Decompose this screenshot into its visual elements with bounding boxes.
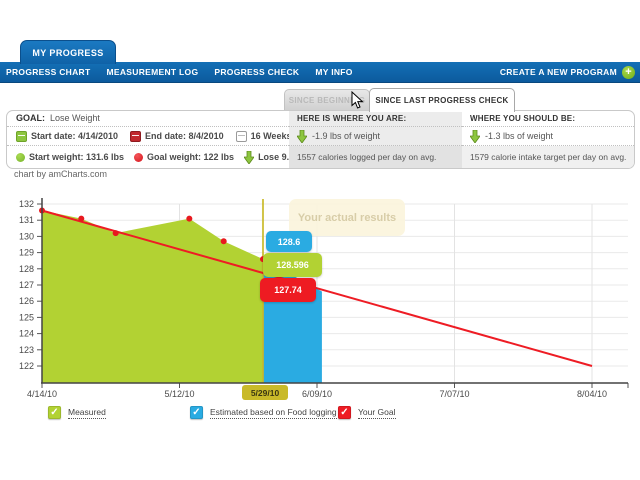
here-column: HERE IS WHERE YOU ARE: -1.9 lbs of weigh… [289,111,462,168]
svg-text:5/12/10: 5/12/10 [164,389,194,399]
mouse-cursor-icon [351,91,364,109]
checkbox-your-goal-icon[interactable]: ✓ [338,406,351,419]
weight-chart[interactable]: 122 123 124 125 126 127 128 129 130 131 132 4/14/10… [0,196,640,408]
svg-text:131: 131 [19,215,34,225]
duration: 16 Weeks [235,130,291,142]
goal-panel: GOAL: Lose Weight Start date: 4/14/2010 … [6,110,635,169]
legend-item-your-goal[interactable]: ✓ Your Goal [338,406,396,419]
tab-since-last-progress-check[interactable]: SINCE LAST PROGRESS CHECK [369,88,515,112]
plus-circle-icon: + [622,65,635,79]
main-nav: PROGRESS CHART MEASUREMENT LOG PROGRESS … [0,62,640,83]
chart-legend: ✓ Measured ✓ Estimated based on Food log… [0,406,640,424]
here-weight: -1.9 lbs of weight [289,127,462,147]
should-title: WHERE YOU SHOULD BE: [462,111,634,127]
balloon-goal: 127.74 [260,278,316,302]
svg-text:126: 126 [19,296,34,306]
here-calories: 1557 calories logged per day on avg. [289,146,462,168]
start-weight: Start weight: 131.6 lbs [16,152,124,162]
svg-text:132: 132 [19,199,34,209]
calendar-start-icon [16,130,27,142]
green-dot-icon [16,152,25,162]
legend-label-measured[interactable]: Measured [68,406,106,419]
svg-text:4/14/10: 4/14/10 [27,389,57,399]
svg-text:130: 130 [19,231,34,241]
should-column: WHERE YOU SHOULD BE: -1.3 lbs of weight … [462,111,634,168]
svg-text:125: 125 [19,312,34,322]
calendar-duration-icon [235,130,247,142]
legend-item-measured[interactable]: ✓ Measured [48,406,106,419]
goal-label: GOAL: [16,113,45,124]
checkbox-measured-icon[interactable]: ✓ [48,406,61,419]
svg-text:8/04/10: 8/04/10 [577,389,607,399]
goal-row: GOAL: Lose Weight [7,111,289,127]
should-weight: -1.3 lbs of weight [462,127,634,147]
amcharts-credit[interactable]: chart by amCharts.com [14,169,108,179]
balloon-estimated: 128.6 [266,231,312,252]
should-calories: 1579 calorie intake target per day on av… [462,146,634,168]
checkbox-estimated-icon[interactable]: ✓ [190,406,203,419]
weights-row: Start weight: 131.6 lbs Goal weight: 122… [7,146,310,168]
svg-text:123: 123 [19,345,34,355]
tab-my-progress[interactable]: MY PROGRESS [20,40,116,64]
balloon-measured: 128.596 [263,253,322,277]
create-new-program-button[interactable]: CREATE A NEW PROGRAM + [499,65,635,79]
calendar-end-icon [130,130,142,142]
goal-value: Lose Weight [50,113,100,124]
nav-item-progress-chart[interactable]: PROGRESS CHART [6,67,91,77]
down-arrow-icon [244,150,255,164]
legend-item-estimated[interactable]: ✓ Estimated based on Food logging [190,406,337,419]
cursor-date-balloon: 5/29/10 [242,385,288,400]
svg-text:128: 128 [19,264,34,274]
svg-text:129: 129 [19,248,34,258]
down-arrow-icon [297,129,307,143]
goal-column: GOAL: Lose Weight Start date: 4/14/2010 … [7,111,310,168]
svg-text:6/09/10: 6/09/10 [302,389,332,399]
svg-text:122: 122 [19,361,34,371]
create-new-program-label: CREATE A NEW PROGRAM [499,67,617,77]
lose-amount: Lose 9.6 lbs [244,150,310,164]
nav-item-measurement-log[interactable]: MEASUREMENT LOG [106,67,199,77]
nav-item-progress-check[interactable]: PROGRESS CHECK [214,67,300,77]
down-arrow-icon [470,129,480,143]
here-title: HERE IS WHERE YOU ARE: [289,111,462,127]
svg-text:124: 124 [19,329,34,339]
nav-item-my-info[interactable]: MY INFO [315,67,353,77]
dates-row: Start date: 4/14/2010 End date: 8/4/2010… [7,127,291,147]
svg-text:7/07/10: 7/07/10 [439,389,469,399]
red-dot-icon [134,152,144,162]
legend-label-your-goal[interactable]: Your Goal [358,406,396,419]
legend-label-estimated[interactable]: Estimated based on Food logging [210,406,337,419]
svg-text:127: 127 [19,280,34,290]
end-date: End date: 8/4/2010 [130,130,224,142]
chart-tooltip: Your actual results [289,199,405,236]
start-date: Start date: 4/14/2010 [16,130,118,142]
goal-weight: Goal weight: 122 lbs [134,152,234,162]
